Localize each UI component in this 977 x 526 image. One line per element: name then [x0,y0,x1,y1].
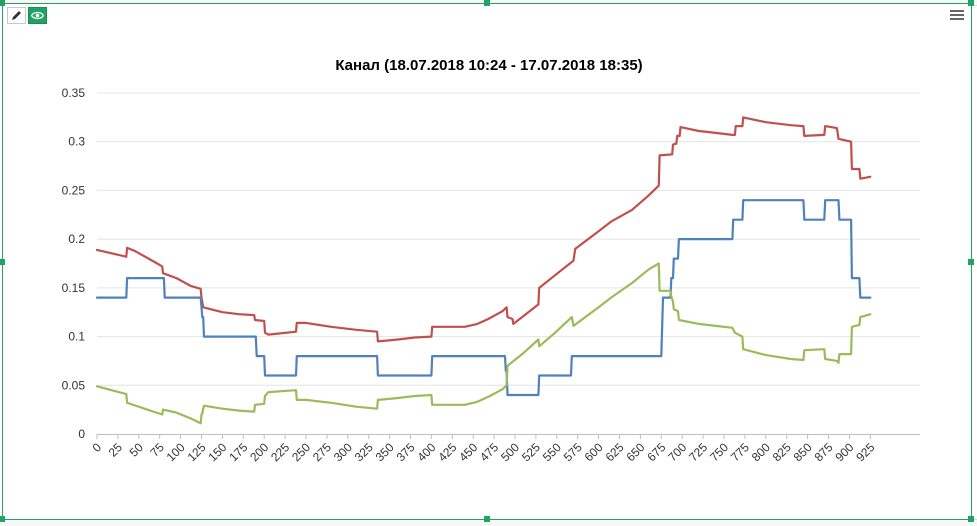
x-tick-label: 575 [561,440,585,464]
x-tick-label: 700 [665,440,689,464]
view-chart-button[interactable] [28,7,47,24]
x-tick-label: 875 [812,440,836,464]
series-line-3 [95,262,872,425]
x-tick-label: 775 [728,440,752,464]
y-tick-label: 0.1 [68,330,85,344]
resize-handle-middle-right[interactable] [968,259,974,265]
x-tick-label: 50 [127,440,147,460]
x-tick-label: 500 [498,440,522,464]
x-tick-label: 825 [770,440,794,464]
pencil-icon [12,11,21,20]
resize-handle-bottom-left[interactable] [0,516,5,522]
resize-handle-top-right[interactable] [968,0,974,6]
x-tick-label: 750 [707,440,731,464]
x-tick-label: 725 [686,440,710,464]
y-tick-label: 0.2 [68,232,85,246]
y-tick-label: 0 [78,427,85,441]
x-tick-label: 0 [89,440,104,455]
x-tick-label: 900 [832,440,856,464]
x-tick-label: 475 [477,440,501,464]
x-tick-label: 100 [164,440,188,464]
y-tick-label: 0.3 [68,135,85,149]
x-tick-label: 400 [414,440,438,464]
x-tick-label: 75 [147,440,167,460]
x-tick-label: 225 [268,440,292,464]
x-tick-label: 300 [331,440,355,464]
x-tick-label: 25 [106,440,126,460]
resize-handle-bottom-middle[interactable] [484,516,490,522]
x-tick-label: 150 [205,440,229,464]
x-tick-label: 925 [853,440,877,464]
x-tick-label: 650 [623,440,647,464]
x-tick-label: 250 [289,440,313,464]
x-tick-label: 600 [582,440,606,464]
x-tick-label: 625 [603,440,627,464]
chart-menu-icon[interactable] [950,10,964,22]
axis-layer: 00.050.10.150.20.250.30.350 25 50 751001251… [62,86,920,464]
y-tick-label: 0.35 [62,86,86,100]
grid-layer [97,92,920,386]
y-tick-label: 0.25 [62,183,86,197]
x-tick-label: 800 [749,440,773,464]
eye-icon [31,11,44,20]
x-tick-label: 425 [435,440,459,464]
x-tick-label: 675 [644,440,668,464]
resize-handle-middle-left[interactable] [0,259,5,265]
series-line-1 [95,116,872,343]
x-tick-label: 175 [226,440,250,464]
x-tick-label: 550 [540,440,564,464]
y-tick-label: 0.15 [62,281,86,295]
x-tick-label: 200 [247,440,271,464]
x-tick-label: 125 [185,440,209,464]
x-tick-label: 850 [791,440,815,464]
x-tick-label: 375 [394,440,418,464]
chart-title: Канал (18.07.2018 10:24 - 17.07.2018 18:… [335,57,642,74]
edit-chart-button[interactable] [7,7,26,24]
series-line-2 [95,199,872,397]
resize-handle-bottom-right[interactable] [968,516,974,522]
y-tick-label: 0.05 [62,378,86,392]
series-layer [95,116,872,425]
resize-handle-top-left[interactable] [0,0,5,6]
x-tick-label: 325 [352,440,376,464]
x-tick-label: 275 [310,440,334,464]
x-tick-label: 525 [519,440,543,464]
resize-handle-top-middle[interactable] [484,0,490,6]
x-tick-label: 350 [373,440,397,464]
x-tick-label: 450 [456,440,480,464]
